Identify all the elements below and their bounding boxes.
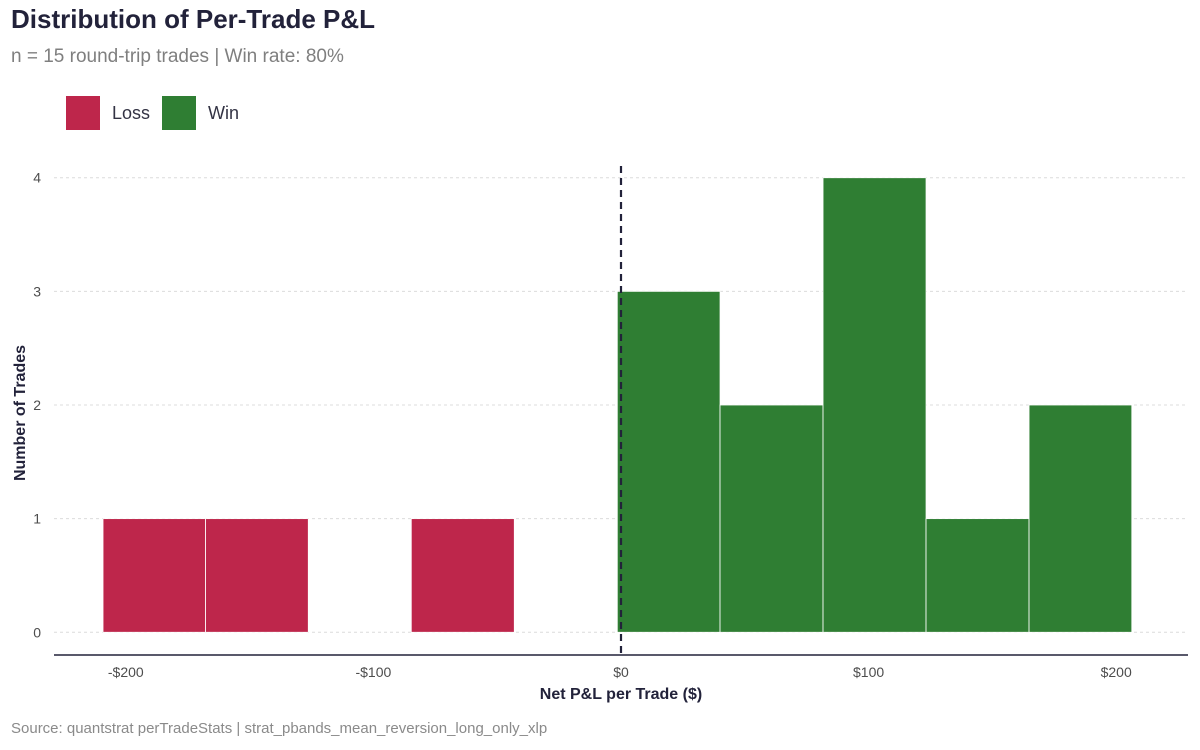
chart-title: Distribution of Per-Trade P&L: [11, 4, 376, 34]
x-tick-label: -$100: [355, 664, 391, 680]
histogram-bar-win: [822, 177, 927, 633]
x-tick-label: $100: [853, 664, 884, 680]
y-tick-label: 1: [33, 511, 41, 527]
x-tick-label: -$200: [108, 664, 144, 680]
y-tick-label: 3: [33, 283, 41, 299]
legend-item-win: Win: [162, 96, 239, 130]
x-axis-title: Net P&L per Trade ($): [540, 686, 702, 703]
histogram-bar-loss: [102, 518, 206, 633]
legend-label-loss: Loss: [112, 102, 151, 123]
chart-caption: Source: quantstrat perTradeStats | strat…: [11, 720, 548, 737]
y-axis-title: Number of Trades: [12, 345, 29, 481]
legend-swatch-loss: [66, 96, 100, 130]
histogram-bar-win: [925, 518, 1030, 633]
legend-item-loss: Loss: [66, 96, 150, 130]
histogram-bar-loss: [410, 518, 515, 633]
y-tick-label: 0: [33, 624, 41, 640]
x-tick-label: $200: [1101, 664, 1132, 680]
y-tick-label: 4: [33, 170, 41, 186]
histogram-bar-win: [1028, 404, 1133, 633]
histogram-bar-loss: [205, 518, 309, 633]
chart-subtitle: n = 15 round-trip trades | Win rate: 80%: [11, 46, 344, 67]
y-tick-label: 2: [33, 397, 41, 413]
legend: Loss Win: [66, 96, 251, 130]
histogram-bar-win: [616, 290, 721, 633]
legend-label-win: Win: [208, 102, 240, 123]
legend-swatch-win: [162, 96, 197, 130]
x-tick-label: $0: [613, 664, 629, 680]
histogram-bar-win: [719, 404, 824, 633]
